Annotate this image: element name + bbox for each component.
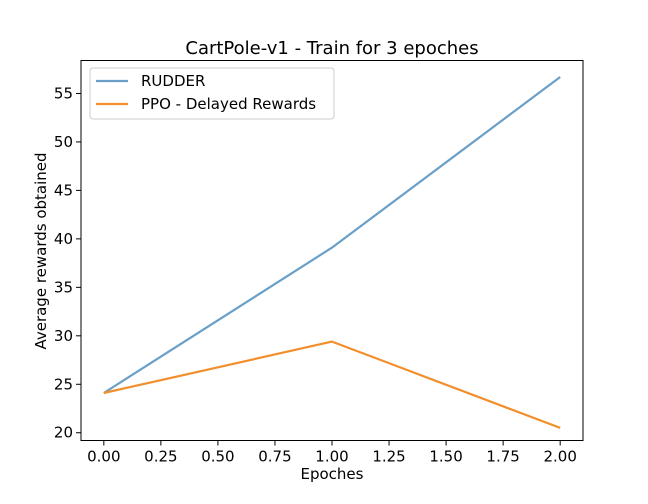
y-tick-label: 30	[54, 327, 73, 345]
x-tick-label: 0.75	[258, 448, 291, 466]
x-axis-label: Epoches	[301, 465, 364, 483]
x-tick-label: 0.50	[201, 448, 234, 466]
y-tick-label: 40	[54, 230, 73, 248]
series-line-0	[103, 76, 561, 394]
x-tick-label: 1.25	[372, 448, 405, 466]
y-tick-label: 45	[54, 181, 73, 199]
x-tick-label: 1.50	[429, 448, 462, 466]
y-tick-label: 55	[54, 84, 73, 102]
series-line-1	[103, 340, 561, 429]
x-tick-label: 1.00	[315, 448, 348, 466]
legend-label-1: PPO - Delayed Rewards	[141, 95, 316, 113]
y-tick-label: 25	[54, 375, 73, 393]
y-axis-label: Average rewards obtained	[32, 152, 50, 349]
x-tick-label: 0.00	[87, 448, 120, 466]
x-tick-label: 2.00	[543, 448, 576, 466]
y-tick-label: 35	[54, 278, 73, 296]
chart-title: CartPole-v1 - Train for 3 epoches	[185, 38, 478, 59]
y-tick-label: 50	[54, 133, 73, 151]
plot-lines	[103, 76, 561, 429]
x-tick-label: 1.75	[486, 448, 519, 466]
x-tick-label: 0.25	[144, 448, 177, 466]
legend-label-0: RUDDER	[141, 72, 205, 90]
y-axis: 20 25 30 35 40 45 50 55	[54, 84, 81, 442]
y-tick-label: 20	[54, 424, 73, 442]
legend-frame	[89, 67, 335, 120]
x-axis: 0.00 0.25 0.50 0.75 1.00 1.25 1.50 1.75 2.00	[87, 440, 577, 466]
legend: RUDDER PPO - Delayed Rewards	[89, 67, 335, 120]
